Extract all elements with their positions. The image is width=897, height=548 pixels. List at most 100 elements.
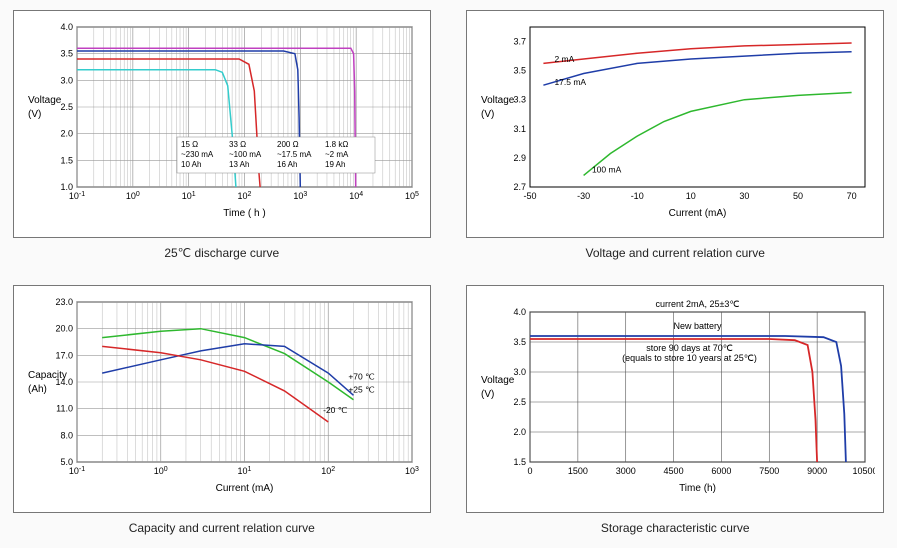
panel-capacity: 5.08.011.014.017.020.023.010-11001011021… [13,285,431,513]
svg-text:104: 104 [349,191,363,202]
svg-text:100: 100 [126,191,140,202]
svg-text:3.7: 3.7 [514,37,527,47]
svg-text:(V): (V) [28,109,41,120]
svg-text:10500: 10500 [853,466,876,476]
svg-text:2.9: 2.9 [514,153,527,163]
svg-text:10 Ah: 10 Ah [181,160,201,169]
cell-discharge: 1.01.52.02.53.03.54.010-1100101102103104… [10,10,434,260]
svg-text:0: 0 [528,466,533,476]
svg-text:105: 105 [405,191,419,202]
chart-storage: 1.5 2.0 2.5 3.0 3.5 4.0 0 1500 3000 4500 6000 7500 9… [475,294,875,494]
svg-text:200 Ω: 200 Ω [277,140,299,149]
panel-vi: 2.72.93.13.33.53.7-50-30-1010305070Curre… [466,10,884,238]
svg-text:102: 102 [321,466,335,477]
svg-text:4.0: 4.0 [514,307,527,317]
svg-text:1.5: 1.5 [514,457,527,467]
svg-text:+25 ℃: +25 ℃ [348,385,375,395]
svg-text:Time ( h ): Time ( h ) [223,208,265,219]
chart-discharge: 1.01.52.02.53.03.54.010-1100101102103104… [22,19,422,219]
svg-text:-20 ℃: -20 ℃ [323,405,348,415]
svg-text:(Ah): (Ah) [28,384,47,395]
caption-vi: Voltage and current relation curve [586,246,765,260]
svg-text:2.5: 2.5 [60,102,73,112]
svg-text:11.0: 11.0 [56,404,73,414]
svg-text:Time (h): Time (h) [679,483,716,494]
svg-text:Capacity: Capacity [28,370,67,381]
svg-text:-50: -50 [524,191,537,201]
svg-text:10-1: 10-1 [69,191,85,202]
svg-text:Voltage: Voltage [481,375,515,386]
svg-text:50: 50 [793,191,803,201]
svg-text:2.5: 2.5 [514,397,527,407]
cell-vi: 2.72.93.13.33.53.7-50-30-1010305070Curre… [464,10,888,260]
svg-text:10-1: 10-1 [69,466,85,477]
svg-text:~2 mA: ~2 mA [325,150,349,159]
svg-text:3.1: 3.1 [514,124,527,134]
caption-discharge: 25℃ discharge curve [164,246,279,260]
svg-text:Voltage: Voltage [28,95,62,106]
svg-text:(V): (V) [481,109,494,120]
svg-text:15 Ω: 15 Ω [181,140,198,149]
caption-storage: Storage characteristic curve [601,521,750,535]
svg-text:1.8 kΩ: 1.8 kΩ [325,140,348,149]
svg-text:current 2mA, 25±3℃: current 2mA, 25±3℃ [656,299,740,309]
svg-text:23.0: 23.0 [55,297,73,307]
chart-grid: 1.01.52.02.53.03.54.010-1100101102103104… [10,10,887,535]
svg-text:17.0: 17.0 [55,350,73,360]
svg-text:6000: 6000 [712,466,732,476]
svg-text:8.0: 8.0 [60,430,73,440]
svg-text:(V): (V) [481,389,494,400]
svg-text:~230 mA: ~230 mA [181,150,214,159]
svg-text:103: 103 [293,191,307,202]
svg-text:Current (mA): Current (mA) [215,483,273,494]
svg-text:~17.5 mA: ~17.5 mA [277,150,312,159]
svg-text:(equals to store 10 years at 2: (equals to store 10 years at 25℃) [622,353,757,363]
svg-text:101: 101 [181,191,195,202]
svg-text:4500: 4500 [664,466,684,476]
svg-text:101: 101 [237,466,251,477]
svg-text:70: 70 [847,191,857,201]
svg-text:Current (mA): Current (mA) [669,208,727,219]
svg-text:102: 102 [237,191,251,202]
svg-text:33 Ω: 33 Ω [229,140,246,149]
svg-text:100 mA: 100 mA [592,164,622,174]
svg-text:3.5: 3.5 [514,66,527,76]
svg-text:7500: 7500 [760,466,780,476]
svg-text:2 mA: 2 mA [555,54,575,64]
svg-text:30: 30 [740,191,750,201]
panel-discharge: 1.01.52.02.53.03.54.010-1100101102103104… [13,10,431,238]
svg-text:3.5: 3.5 [60,49,73,59]
svg-text:-30: -30 [577,191,590,201]
svg-text:9000: 9000 [807,466,827,476]
svg-text:New battery: New battery [674,321,723,331]
svg-text:1500: 1500 [568,466,588,476]
svg-text:3000: 3000 [616,466,636,476]
svg-text:3.0: 3.0 [60,75,73,85]
svg-text:3.0: 3.0 [514,367,527,377]
svg-text:store 90 days at 70℃: store 90 days at 70℃ [646,343,733,353]
svg-text:103: 103 [405,466,419,477]
svg-text:+70 ℃: +70 ℃ [348,371,375,381]
svg-text:10: 10 [686,191,696,201]
svg-text:-10: -10 [631,191,644,201]
svg-text:2.0: 2.0 [60,129,73,139]
svg-text:13 Ah: 13 Ah [229,160,249,169]
cell-storage: 1.5 2.0 2.5 3.0 3.5 4.0 0 1500 3000 4500 6000 7500 9… [464,285,888,535]
svg-text:4.0: 4.0 [60,22,73,32]
svg-text:16 Ah: 16 Ah [277,160,297,169]
svg-text:19 Ah: 19 Ah [325,160,345,169]
svg-text:2.0: 2.0 [514,427,527,437]
cell-capacity: 5.08.011.014.017.020.023.010-11001011021… [10,285,434,535]
svg-text:17.5 mA: 17.5 mA [555,77,587,87]
svg-text:20.0: 20.0 [55,324,73,334]
svg-text:Voltage: Voltage [481,95,515,106]
chart-vi: 2.72.93.13.33.53.7-50-30-1010305070Curre… [475,19,875,219]
svg-text:3.3: 3.3 [514,95,527,105]
panel-storage: 1.5 2.0 2.5 3.0 3.5 4.0 0 1500 3000 4500 6000 7500 9… [466,285,884,513]
svg-text:100: 100 [154,466,168,477]
svg-text:3.5: 3.5 [514,337,527,347]
caption-capacity: Capacity and current relation curve [129,521,315,535]
svg-text:~100 mA: ~100 mA [229,150,262,159]
svg-text:1.5: 1.5 [60,155,73,165]
chart-capacity: 5.08.011.014.017.020.023.010-11001011021… [22,294,422,494]
